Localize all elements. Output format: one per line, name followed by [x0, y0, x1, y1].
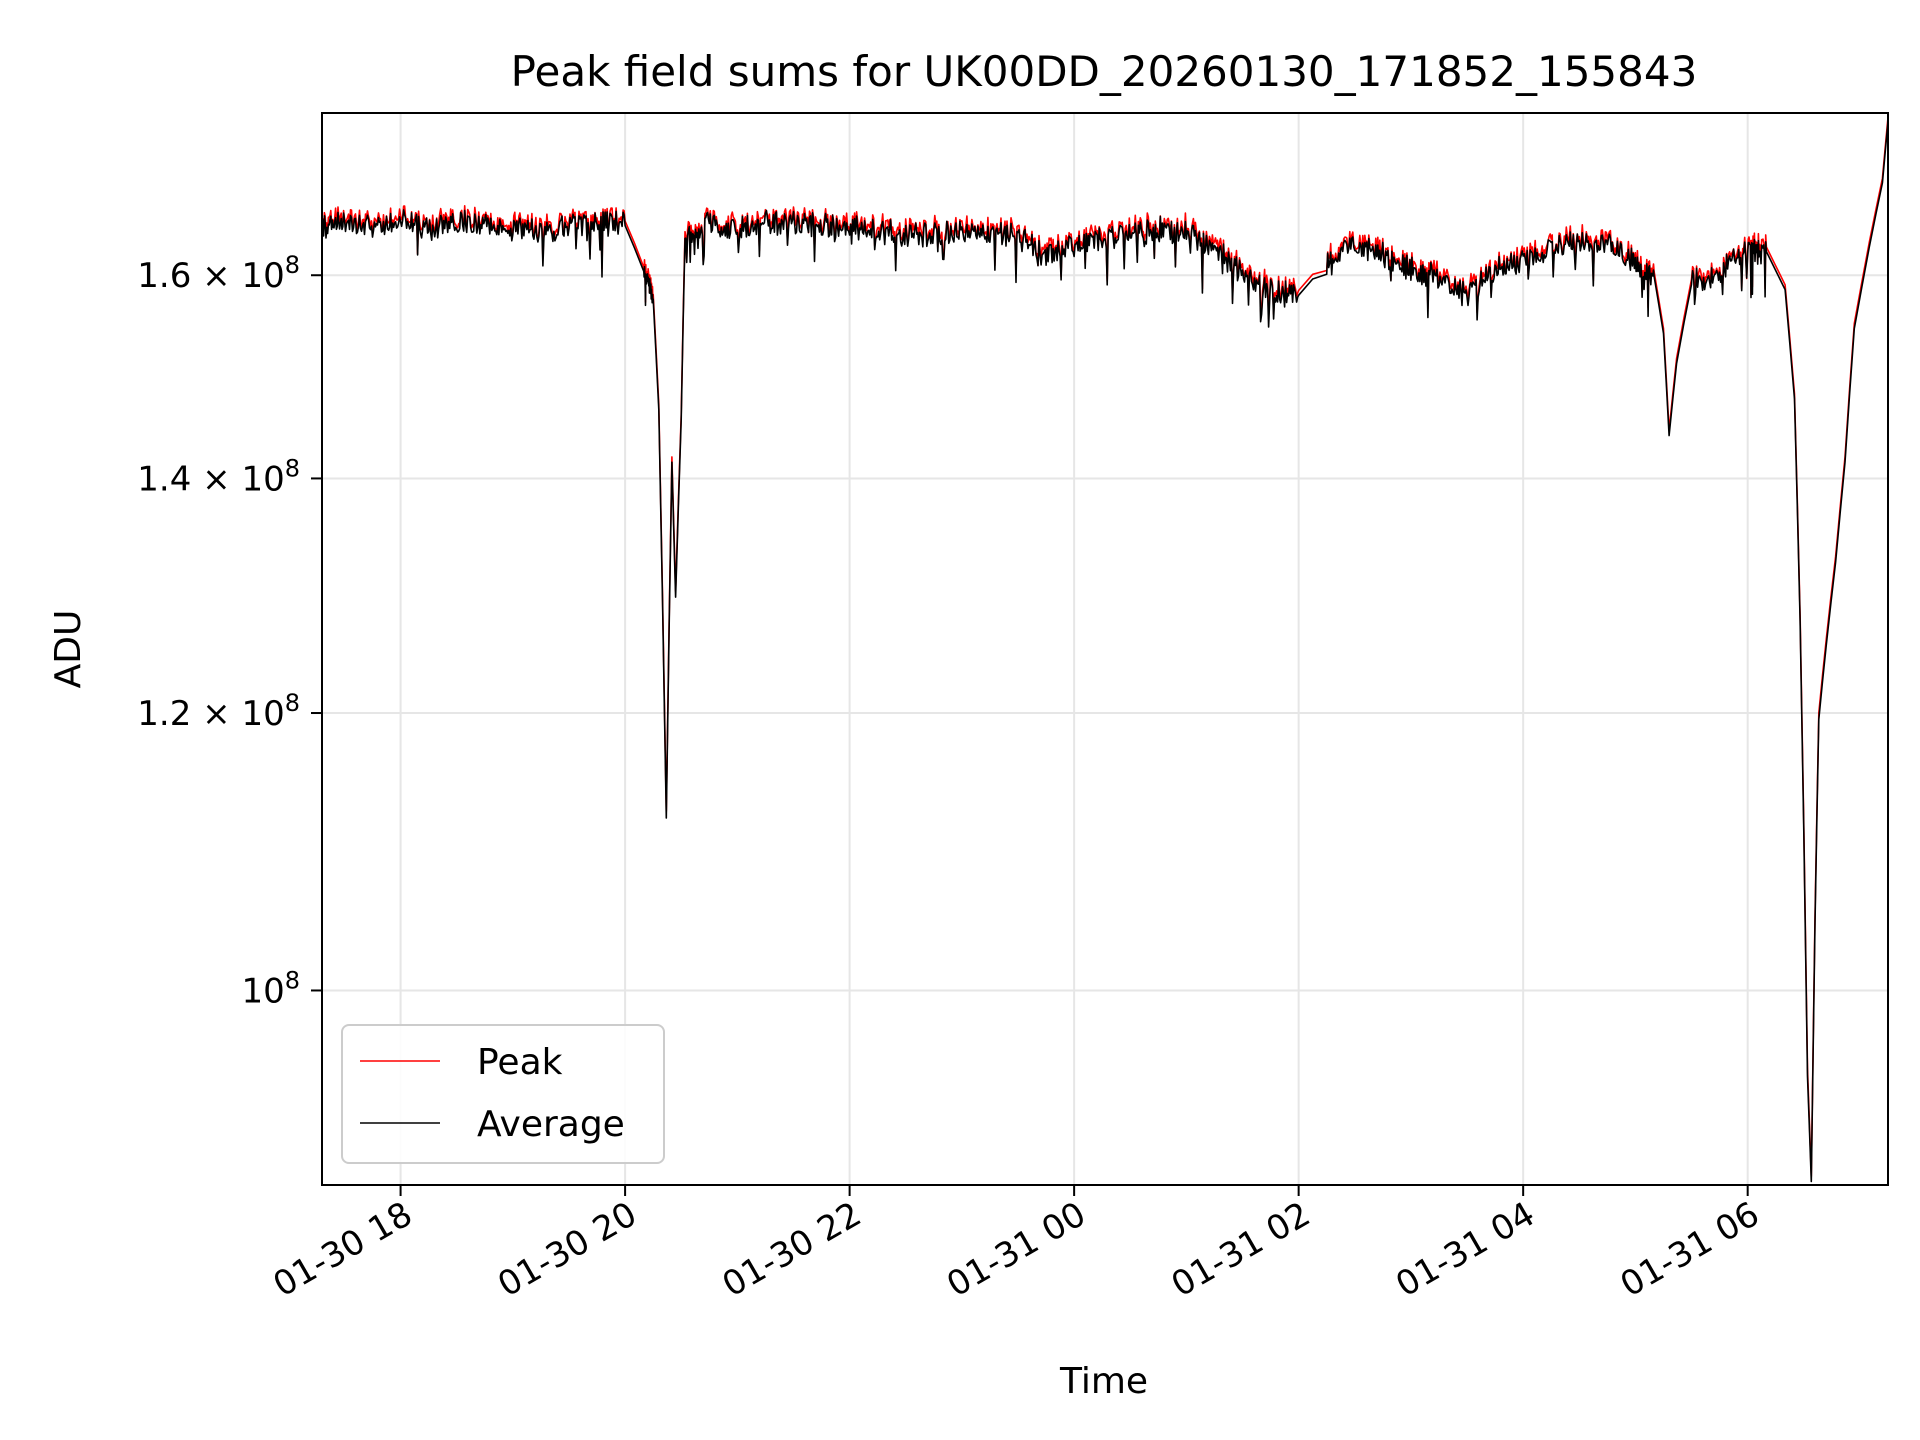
legend: Peak Average: [341, 1024, 665, 1164]
y-tick-label: 1.4 × 108: [137, 454, 300, 499]
y-tick-label: 1.2 × 108: [137, 689, 300, 734]
legend-label-peak: Peak: [477, 1042, 563, 1083]
legend-label-average: Average: [477, 1104, 625, 1145]
plot-area: [322, 117, 1888, 1183]
plot-frame: [321, 112, 1889, 1186]
legend-box: [341, 1024, 665, 1164]
x-axis-label: Time: [1059, 1361, 1148, 1402]
y-axis: 108 1.2 × 108 1.4 × 108 1.6 × 108: [137, 251, 322, 1011]
y-axis-label: ADU: [48, 610, 89, 689]
y-tick-label: 1.6 × 108: [137, 251, 300, 296]
series-line-average: [322, 121, 1888, 1183]
grid: [322, 113, 1888, 1185]
y-tick-label: 108: [241, 966, 300, 1011]
chart-title: Peak field sums for UK00DD_20260130_1718…: [511, 47, 1698, 96]
